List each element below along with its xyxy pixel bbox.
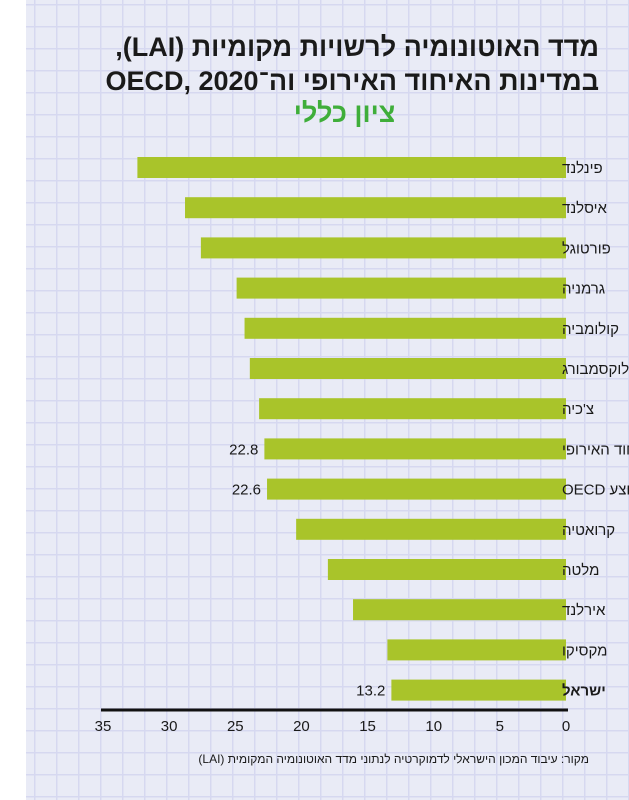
x-tick-label: 15 — [359, 718, 376, 735]
bar — [200, 237, 567, 259]
bar — [264, 438, 566, 460]
bar-category-label: צ'כיה — [562, 401, 594, 418]
title-line-1: מדד האוטונומיה לרשויות מקומיות (LAI), — [115, 32, 599, 62]
bar-category-label: לוקסמבורג — [562, 361, 629, 378]
bar — [391, 679, 566, 701]
bar-category-label: מקסיקו — [562, 642, 607, 659]
bar — [387, 639, 566, 661]
bar-category-label: קרואטיה — [562, 522, 615, 539]
bar-category-label: ממוצע האיחוד האירופי — [562, 441, 629, 458]
bar-category-label: גרמניה — [562, 281, 605, 298]
x-tick-label: 35 — [95, 718, 112, 735]
bar — [185, 197, 566, 219]
bar-category-label: מלטה — [562, 562, 599, 579]
bar — [296, 518, 566, 540]
bar-category-label: קולומביה — [562, 321, 619, 338]
x-tick-label: 0 — [562, 718, 570, 735]
bar-category-label: איסלנד — [562, 200, 608, 217]
data-label: 22.6 — [232, 482, 261, 499]
x-tick-label: 10 — [425, 718, 442, 735]
bar — [353, 599, 566, 621]
data-label: 13.2 — [356, 683, 385, 700]
x-tick-label: 5 — [496, 718, 504, 735]
bar-category-label: אירלנד — [562, 602, 606, 619]
bar — [236, 277, 566, 299]
bar-category-label: ישראל — [562, 683, 606, 700]
x-tick-label: 20 — [293, 718, 310, 735]
bar-category-label: פינלנד — [562, 160, 603, 177]
bar-category-label: פורטוגל — [562, 240, 611, 257]
title-line-2: במדינות האיחוד האירופי וה־OECD, 2020 — [105, 66, 599, 96]
bar-category-label: ממוצע OECD — [562, 482, 629, 499]
bar — [244, 317, 566, 339]
bar — [267, 478, 566, 500]
bar — [137, 157, 566, 178]
x-tick-label: 30 — [161, 718, 178, 735]
x-tick-label: 25 — [227, 718, 244, 735]
bar — [259, 398, 566, 420]
chart-subtitle: ציון כללי — [293, 98, 396, 128]
data-label: 22.8 — [229, 441, 258, 458]
bar — [327, 559, 566, 580]
source-note: מקור: עיבוד המכון הישראלי לדמוקרטיה לנתו… — [198, 752, 589, 766]
chart-title: מדד האוטונומיה לרשויות מקומיות (LAI), במ… — [39, 30, 599, 98]
bar — [249, 358, 566, 379]
